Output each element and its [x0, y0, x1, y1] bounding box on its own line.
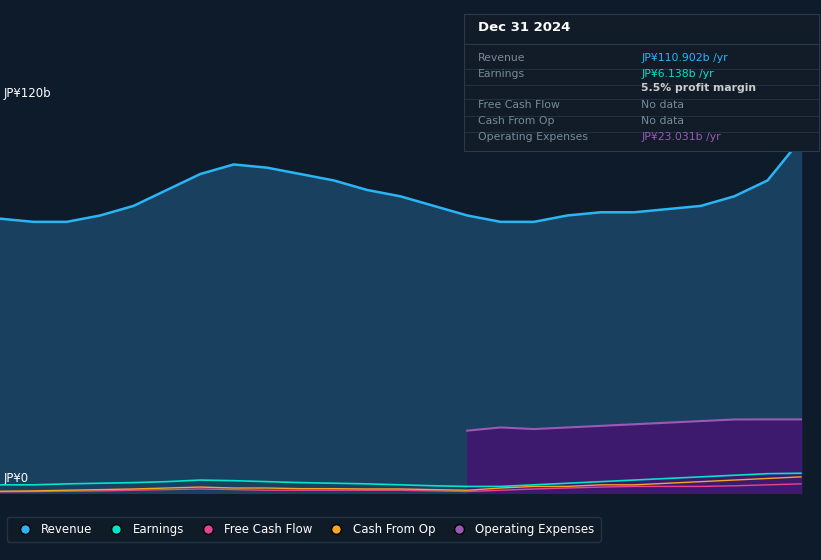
- Text: JP¥6.138b /yr: JP¥6.138b /yr: [641, 69, 713, 80]
- Text: Free Cash Flow: Free Cash Flow: [478, 100, 560, 110]
- Text: No data: No data: [641, 100, 684, 110]
- Text: Dec 31 2024: Dec 31 2024: [478, 21, 571, 34]
- Text: Operating Expenses: Operating Expenses: [478, 133, 588, 142]
- Text: No data: No data: [641, 116, 684, 126]
- Text: Cash From Op: Cash From Op: [478, 116, 554, 126]
- Text: JP¥110.902b /yr: JP¥110.902b /yr: [641, 53, 728, 63]
- Text: JP¥23.031b /yr: JP¥23.031b /yr: [641, 133, 721, 142]
- Text: JP¥120b: JP¥120b: [4, 87, 52, 100]
- Text: JP¥0: JP¥0: [4, 472, 30, 484]
- Text: Earnings: Earnings: [478, 69, 525, 80]
- Text: Revenue: Revenue: [478, 53, 525, 63]
- Legend: Revenue, Earnings, Free Cash Flow, Cash From Op, Operating Expenses: Revenue, Earnings, Free Cash Flow, Cash …: [7, 517, 600, 542]
- Text: 5.5% profit margin: 5.5% profit margin: [641, 83, 756, 93]
